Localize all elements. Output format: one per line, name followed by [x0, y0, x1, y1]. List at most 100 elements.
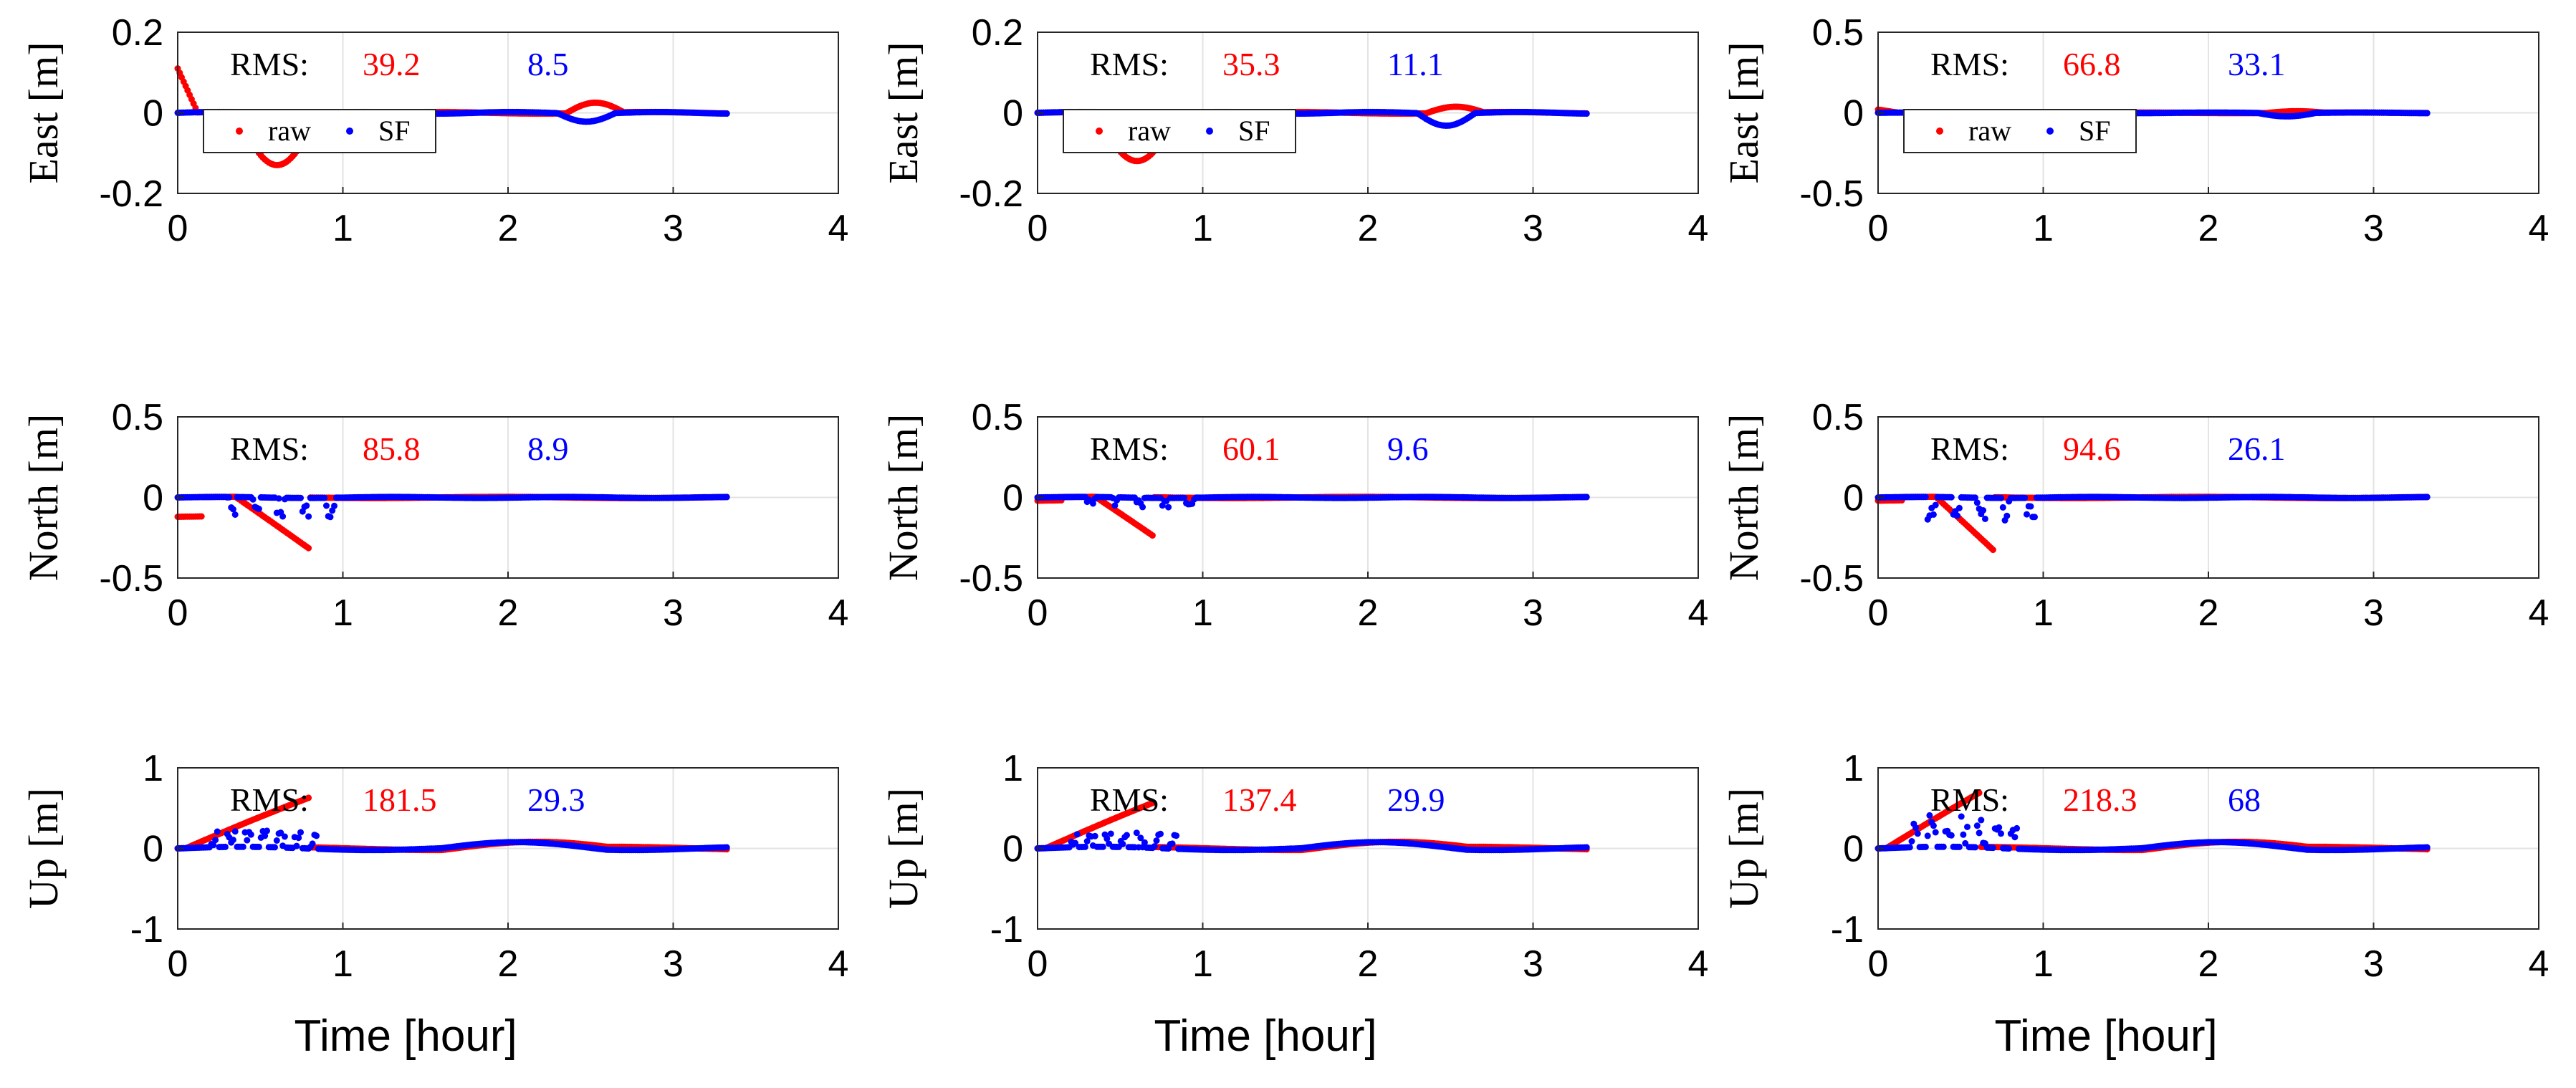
y-tick-label: 1 [143, 748, 163, 789]
x-tick-label: 1 [332, 592, 353, 634]
legend-sf-marker [1206, 127, 1213, 135]
x-tick-label: 0 [1028, 208, 1048, 249]
legend: raw SF [203, 109, 436, 153]
rms-raw-value: 66.8 [2063, 46, 2121, 82]
sf-point [313, 832, 320, 839]
y-tick-label: 0 [1002, 478, 1023, 519]
x-tick-label: 0 [168, 592, 188, 634]
sf-point [723, 494, 730, 501]
sf-point [2027, 503, 2034, 510]
y-tick-label: -0.2 [959, 173, 1023, 215]
y-tick-label: 0.5 [1812, 12, 1864, 54]
x-tick-label: 4 [2529, 208, 2549, 249]
x-tick-label: 3 [663, 208, 684, 249]
y-axis-label: East [m] [1720, 42, 1767, 183]
legend-sf-marker [2046, 127, 2054, 135]
x-tick-label: 1 [1192, 592, 1213, 634]
legend-sf-label: SF [2079, 115, 2111, 147]
rms-sf-value: 9.6 [1387, 430, 1429, 467]
x-tick-label: 4 [1688, 592, 1709, 634]
x-tick-label: 4 [828, 592, 849, 634]
legend-raw-marker [1096, 127, 1103, 135]
x-tick-label: 0 [1028, 592, 1048, 634]
rms-sf-value: 29.9 [1387, 781, 1445, 818]
y-tick-label: -1 [130, 909, 163, 950]
y-tick-label: -0.5 [959, 558, 1023, 600]
sf-point [1165, 504, 1172, 511]
sf-point [1998, 494, 2004, 501]
sf-point [275, 495, 282, 502]
legend-raw-marker [1936, 127, 1943, 135]
x-tick-label: 4 [1688, 208, 1709, 249]
y-axis-label: Up [m] [880, 788, 927, 909]
sf-point [255, 506, 262, 512]
x-tick-label: 1 [1192, 208, 1213, 249]
y-tick-label: -1 [990, 909, 1023, 950]
x-tick-label: 3 [1523, 592, 1543, 634]
x-tick-label: 1 [332, 943, 353, 985]
sf-point [1583, 494, 1590, 501]
sf-point [1124, 832, 1130, 839]
sf-point [305, 513, 312, 520]
y-tick-label: 0.5 [1812, 397, 1864, 438]
sf-point [1922, 494, 1929, 501]
subplot-3-2: 0 1 2 3 410-1Up [m]Time [hour]RMS: 137.4 29.9 [880, 748, 1708, 1061]
x-tick-label: 2 [498, 208, 519, 249]
rms-raw-value: 181.5 [363, 781, 437, 818]
sf-point [247, 831, 254, 838]
sf-point [309, 840, 316, 847]
sf-point [231, 828, 239, 835]
sf-point [1119, 840, 1126, 847]
sf-point [1583, 110, 1590, 117]
x-tick-label: 1 [2033, 592, 2054, 634]
sf-point [1932, 501, 1939, 509]
y-axis-label: North [m] [1720, 414, 1767, 582]
sf-point [1091, 832, 1098, 839]
y-tick-label: 1 [1002, 748, 1023, 789]
rms-raw-value: 85.8 [363, 430, 421, 467]
y-tick-label: 0 [1843, 93, 1864, 135]
y-axis-label: Up [m] [20, 788, 67, 909]
y-tick-label: 0.2 [112, 12, 163, 54]
sf-point [272, 844, 278, 851]
x-tick-label: 2 [2198, 208, 2219, 249]
x-tick-label: 4 [2529, 592, 2549, 634]
sf-point [279, 513, 287, 520]
rms-raw-value: 60.1 [1222, 430, 1280, 467]
sf-point [297, 494, 304, 501]
sf-point [212, 837, 219, 844]
rms-label: RMS: [1090, 781, 1169, 818]
x-tick-label: 3 [2363, 592, 2384, 634]
sf-point [2423, 110, 2431, 117]
x-tick-label: 0 [1028, 943, 1048, 985]
raw-point [1149, 532, 1156, 539]
legend: raw SF [1063, 109, 1296, 153]
x-tick-label: 0 [1868, 208, 1889, 249]
y-axis-label: East [m] [20, 42, 67, 183]
y-tick-label: -0.5 [1799, 558, 1864, 600]
sf-point [249, 496, 257, 503]
sf-point [1948, 494, 1955, 501]
x-tick-label: 4 [1688, 943, 1709, 985]
x-tick-label: 4 [828, 208, 849, 249]
sf-point [281, 833, 288, 840]
sf-point [221, 843, 229, 850]
y-tick-label: -0.5 [1799, 173, 1864, 215]
sf-point [1955, 504, 1963, 511]
rms-label: RMS: [1090, 430, 1169, 467]
legend-raw-label: raw [1968, 115, 2011, 147]
x-tick-label: 0 [168, 943, 188, 985]
rms-raw-value: 39.2 [363, 46, 421, 82]
x-axis-label: Time [hour] [294, 1011, 517, 1061]
sf-point [1999, 504, 2006, 511]
sf-point [1081, 843, 1088, 850]
x-tick-label: 3 [1523, 943, 1543, 985]
sf-point [1981, 515, 1988, 522]
y-tick-label: 0 [1002, 829, 1023, 870]
legend-sf-marker [346, 127, 353, 135]
x-tick-label: 3 [663, 592, 684, 634]
legend-raw-label: raw [268, 115, 311, 147]
rms-raw-value: 35.3 [1222, 46, 1280, 82]
